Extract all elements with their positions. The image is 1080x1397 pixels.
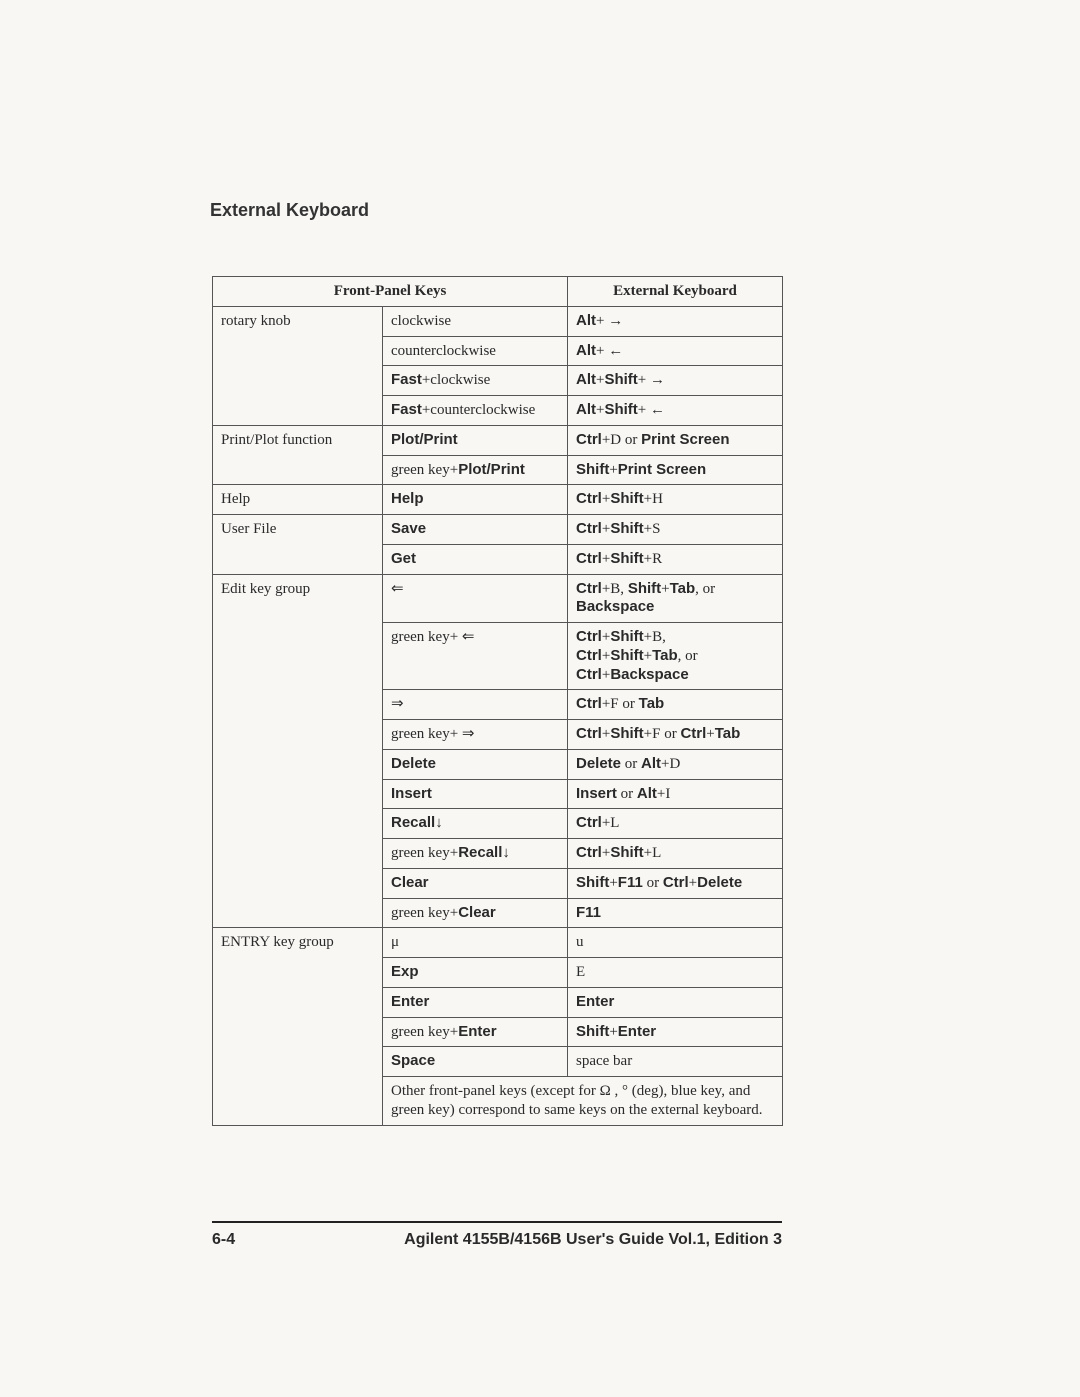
front-panel-cell: Help [383,485,568,515]
front-panel-cell: ⇒ [383,690,568,720]
table-row: HelpHelpCtrl+Shift+H [213,485,783,515]
table-row: User FileSaveCtrl+Shift+S [213,515,783,545]
footer-page: 6-4 [212,1231,235,1249]
category-cell: ENTRY key group [213,928,383,1125]
front-panel-cell: green key+Clear [383,898,568,928]
front-panel-cell: Fast+counterclockwise [383,396,568,426]
front-panel-cell: μ [383,928,568,958]
front-panel-cell: green key+ ⇐ [383,623,568,690]
external-cell: Shift+F11 or Ctrl+Delete [568,868,783,898]
category-cell: Edit key group [213,574,383,928]
table-row: rotary knobclockwiseAlt+ → [213,306,783,336]
external-cell: Ctrl+Shift+S [568,515,783,545]
external-cell: F11 [568,898,783,928]
table-row: ENTRY key groupμu [213,928,783,958]
front-panel-cell: green key+Recall↓ [383,839,568,869]
external-cell: Shift+Enter [568,1017,783,1047]
external-cell: Ctrl+F or Tab [568,690,783,720]
front-panel-cell: Plot/Print [383,425,568,455]
front-panel-cell: clockwise [383,306,568,336]
external-cell: Ctrl+D or Print Screen [568,425,783,455]
front-panel-cell: green key+Plot/Print [383,455,568,485]
external-cell: Shift+Print Screen [568,455,783,485]
external-cell: Ctrl+Shift+B, Ctrl+Shift+Tab, or Ctrl+Ba… [568,623,783,690]
header-front-panel: Front-Panel Keys [213,277,568,307]
table-row: Print/Plot functionPlot/PrintCtrl+D or P… [213,425,783,455]
external-cell: Ctrl+B, Shift+Tab, or Backspace [568,574,783,623]
category-cell: User File [213,515,383,575]
footer-line: 6-4 Agilent 4155B/4156B User's Guide Vol… [212,1231,782,1249]
front-panel-cell: Exp [383,958,568,988]
front-panel-cell: Space [383,1047,568,1077]
external-cell: Ctrl+Shift+R [568,544,783,574]
front-panel-cell: Clear [383,868,568,898]
front-panel-cell: counterclockwise [383,336,568,366]
external-cell: Enter [568,987,783,1017]
external-cell: Alt+ ← [568,336,783,366]
key-mapping-table: Front-Panel Keys External Keyboard rotar… [212,276,783,1126]
external-cell: Ctrl+Shift+H [568,485,783,515]
category-cell: Print/Plot function [213,425,383,485]
front-panel-cell: Fast+clockwise [383,366,568,396]
front-panel-cell: Delete [383,749,568,779]
external-cell: Delete or Alt+D [568,749,783,779]
table-header-row: Front-Panel Keys External Keyboard [213,277,783,307]
page-title: External Keyboard [210,200,870,221]
front-panel-cell: Enter [383,987,568,1017]
front-panel-cell: Get [383,544,568,574]
external-cell: Alt+ → [568,306,783,336]
category-cell: Help [213,485,383,515]
external-cell: u [568,928,783,958]
front-panel-cell: Insert [383,779,568,809]
front-panel-cell: green key+ ⇒ [383,720,568,750]
footnote-cell: Other front-panel keys (except for Ω , °… [383,1077,783,1126]
category-cell: rotary knob [213,306,383,425]
front-panel-cell: ⇐ [383,574,568,623]
table-row: Edit key group⇐Ctrl+B, Shift+Tab, or Bac… [213,574,783,623]
external-cell: Alt+Shift+ ← [568,396,783,426]
front-panel-cell: Save [383,515,568,545]
external-cell: space bar [568,1047,783,1077]
external-cell: Alt+Shift+ → [568,366,783,396]
external-cell: Ctrl+Shift+L [568,839,783,869]
front-panel-cell: Recall↓ [383,809,568,839]
footer-rule [212,1221,782,1223]
footer-book: Agilent 4155B/4156B User's Guide Vol.1, … [404,1231,782,1249]
external-cell: Ctrl+L [568,809,783,839]
external-cell: Insert or Alt+I [568,779,783,809]
external-cell: Ctrl+Shift+F or Ctrl+Tab [568,720,783,750]
front-panel-cell: green key+Enter [383,1017,568,1047]
header-external: External Keyboard [568,277,783,307]
external-cell: E [568,958,783,988]
